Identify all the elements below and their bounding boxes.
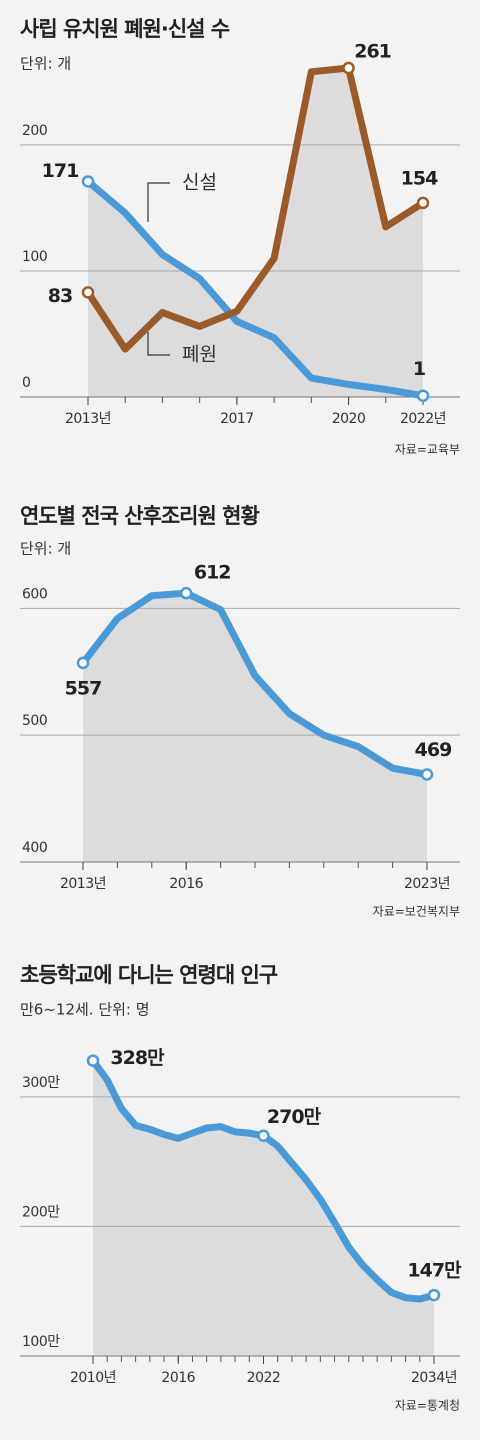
line — [79, 589, 431, 778]
y-tick-label: 500 — [22, 713, 47, 729]
y-tick-label: 600 — [22, 586, 47, 602]
point-marker — [416, 389, 430, 402]
y-tick-label: 300만 — [22, 1075, 60, 1091]
x-tick-label: 2013년 — [65, 411, 111, 427]
x-tick-label: 2017 — [220, 411, 254, 427]
x-tick-label: 2010년 — [70, 1370, 116, 1386]
point-marker — [416, 196, 430, 210]
leader-line — [147, 182, 170, 222]
chart-subtitle: 단위: 개 — [20, 55, 71, 73]
x-tick-label: 2016 — [161, 1370, 195, 1386]
source: 자료=보건복지부 — [373, 905, 460, 919]
y-tick-label: 100 — [22, 249, 47, 265]
series-name: 폐원 — [182, 344, 217, 366]
point-marker — [342, 61, 355, 75]
point-marker — [420, 768, 434, 781]
series-name: 신설 — [182, 172, 217, 194]
value-label: 171 — [42, 160, 79, 182]
line — [84, 64, 427, 353]
y-tick-label: 200만 — [22, 1204, 60, 1220]
value-label: 83 — [48, 285, 72, 307]
x-tick-label: 2023년 — [404, 876, 450, 892]
y-tick-label: 200 — [22, 123, 47, 139]
point-marker — [81, 175, 95, 188]
chart-subtitle: 만6~12세. 단위: 명 — [20, 1001, 150, 1019]
area — [83, 593, 427, 862]
point-marker — [257, 1129, 270, 1142]
x-tick-label: 2013년 — [60, 876, 106, 892]
point-marker — [76, 656, 90, 670]
y-tick-label: 100만 — [22, 1334, 60, 1350]
chart-title: 연도별 전국 산후조리원 현황 — [20, 504, 259, 528]
x-tick-label: 2022년 — [400, 411, 446, 427]
point-marker — [81, 286, 95, 299]
source: 자료=통계청 — [395, 1399, 460, 1413]
point-marker — [427, 1288, 441, 1302]
area — [93, 1060, 434, 1356]
source: 자료=교육부 — [395, 443, 460, 457]
value-label: 612 — [194, 562, 231, 584]
value-label: 328만 — [110, 1047, 165, 1069]
value-label: 557 — [65, 677, 102, 699]
value-label: 147만 — [407, 1260, 462, 1282]
x-tick-label: 2016 — [169, 876, 203, 892]
point-marker — [179, 586, 193, 600]
x-tick-label: 2022 — [247, 1370, 281, 1386]
chart-subtitle: 단위: 개 — [20, 540, 71, 558]
line — [84, 177, 427, 400]
y-tick-label: 400 — [22, 840, 47, 856]
area — [88, 68, 423, 398]
value-label: 469 — [415, 739, 452, 761]
value-label: 270만 — [267, 1106, 322, 1128]
y-tick-label: 0 — [22, 375, 30, 391]
chart-title: 사립 유치원 폐원·신설 수 — [20, 17, 230, 41]
value-label: 154 — [401, 167, 438, 189]
x-tick-label: 2034년 — [411, 1370, 457, 1386]
value-label: 261 — [354, 41, 391, 63]
chart-title: 초등학교에 다니는 연령대 인구 — [20, 963, 278, 987]
x-tick-label: 2020 — [332, 411, 366, 427]
leader-line — [147, 332, 170, 356]
point-marker — [86, 1054, 100, 1067]
value-label: 1 — [413, 358, 425, 380]
